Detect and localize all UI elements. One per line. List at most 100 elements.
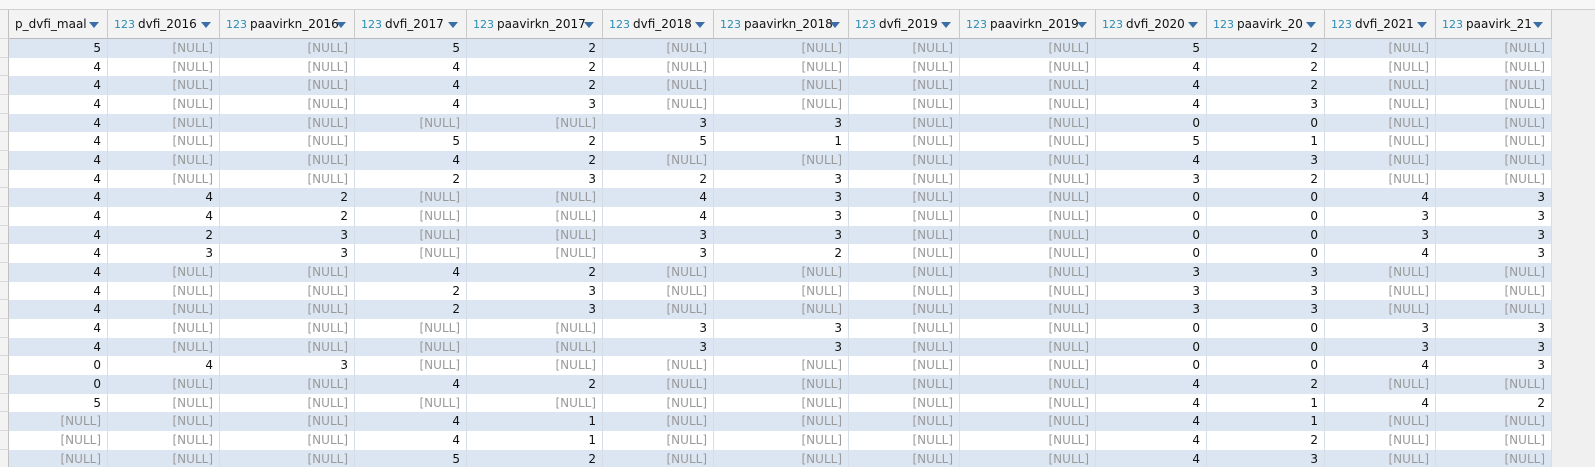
cell[interactable]: [NULL] xyxy=(1436,132,1552,151)
sort-filter-icon[interactable] xyxy=(1533,22,1543,28)
cell[interactable]: 2 xyxy=(467,375,603,394)
cell[interactable]: [NULL] xyxy=(849,76,960,95)
cell[interactable]: [NULL] xyxy=(960,207,1096,226)
cell[interactable]: 3 xyxy=(603,225,714,245)
cell[interactable]: 4 xyxy=(9,132,108,151)
cell[interactable]: 0 xyxy=(1207,319,1325,338)
cell[interactable]: [NULL] xyxy=(1436,151,1552,170)
cell[interactable]: [NULL] xyxy=(849,57,960,77)
cell[interactable]: 2 xyxy=(108,225,220,245)
cell[interactable]: [NULL] xyxy=(960,281,1096,301)
cell[interactable]: 2 xyxy=(1436,393,1552,413)
cell[interactable]: [NULL] xyxy=(1325,412,1436,432)
cell[interactable]: [NULL] xyxy=(960,263,1096,282)
cell[interactable]: [NULL] xyxy=(355,356,467,376)
cell[interactable]: 4 xyxy=(1325,393,1436,413)
cell[interactable]: 0 xyxy=(1207,188,1325,208)
cell[interactable]: 3 xyxy=(1436,356,1552,376)
cell[interactable]: 3 xyxy=(1096,169,1207,189)
cell[interactable]: 4 xyxy=(355,76,467,95)
cell[interactable]: [NULL] xyxy=(960,431,1096,450)
cell[interactable]: 3 xyxy=(1207,263,1325,282)
cell[interactable]: [NULL] xyxy=(1325,375,1436,394)
sort-filter-icon[interactable] xyxy=(584,22,594,28)
cell[interactable]: 3 xyxy=(1096,263,1207,282)
cell[interactable]: [NULL] xyxy=(960,412,1096,432)
cell[interactable]: 4 xyxy=(355,263,467,282)
cell[interactable]: 3 xyxy=(1096,300,1207,320)
column-header[interactable]: 123 dvfi_2019 xyxy=(849,10,960,39)
cell[interactable]: 3 xyxy=(1207,281,1325,301)
cell[interactable]: 0 xyxy=(1096,356,1207,376)
cell[interactable]: [NULL] xyxy=(960,76,1096,95)
cell[interactable]: [NULL] xyxy=(603,39,714,58)
cell[interactable]: [NULL] xyxy=(960,169,1096,189)
cell[interactable]: [NULL] xyxy=(220,319,355,338)
cell[interactable]: [NULL] xyxy=(1436,412,1552,432)
cell[interactable]: [NULL] xyxy=(603,263,714,282)
cell[interactable]: 2 xyxy=(714,244,849,264)
column-header[interactable]: 123 paavirk_21 xyxy=(1436,10,1552,39)
cell[interactable]: 4 xyxy=(1325,188,1436,208)
cell[interactable]: 4 xyxy=(9,263,108,282)
cell[interactable]: 4 xyxy=(9,113,108,133)
cell[interactable]: [NULL] xyxy=(220,57,355,77)
column-header[interactable]: 123 paavirkn_2016 xyxy=(220,10,355,39)
cell[interactable]: [NULL] xyxy=(108,76,220,95)
cell[interactable]: 4 xyxy=(355,412,467,432)
cell[interactable]: 3 xyxy=(467,300,603,320)
cell[interactable]: [NULL] xyxy=(1325,449,1436,467)
cell[interactable]: [NULL] xyxy=(849,244,960,264)
column-header[interactable]: p_dvfi_maal xyxy=(9,10,108,39)
cell[interactable]: [NULL] xyxy=(603,57,714,77)
cell[interactable]: 4 xyxy=(108,356,220,376)
cell[interactable]: 3 xyxy=(603,319,714,338)
cell[interactable]: 2 xyxy=(355,281,467,301)
cell[interactable]: [NULL] xyxy=(603,281,714,301)
cell[interactable]: [NULL] xyxy=(1436,431,1552,450)
column-header[interactable]: 123 dvfi_2020 xyxy=(1096,10,1207,39)
cell[interactable]: [NULL] xyxy=(849,300,960,320)
cell[interactable]: 2 xyxy=(220,207,355,226)
cell[interactable]: [NULL] xyxy=(960,57,1096,77)
cell[interactable]: [NULL] xyxy=(467,113,603,133)
cell[interactable]: 1 xyxy=(467,431,603,450)
cell[interactable]: [NULL] xyxy=(960,132,1096,151)
cell[interactable]: 4 xyxy=(9,169,108,189)
column-header[interactable]: 123 paavirk_20 xyxy=(1207,10,1325,39)
cell[interactable]: [NULL] xyxy=(220,113,355,133)
cell[interactable]: 2 xyxy=(467,39,603,58)
cell[interactable]: [NULL] xyxy=(849,151,960,170)
cell[interactable]: [NULL] xyxy=(960,39,1096,58)
cell[interactable]: 3 xyxy=(1325,319,1436,338)
cell[interactable]: [NULL] xyxy=(220,132,355,151)
sort-filter-icon[interactable] xyxy=(1417,22,1427,28)
cell[interactable]: [NULL] xyxy=(108,39,220,58)
cell[interactable]: 4 xyxy=(9,319,108,338)
cell[interactable]: 4 xyxy=(9,300,108,320)
cell[interactable]: 5 xyxy=(603,132,714,151)
cell[interactable]: [NULL] xyxy=(355,337,467,357)
cell[interactable]: [NULL] xyxy=(1325,132,1436,151)
cell[interactable]: [NULL] xyxy=(603,393,714,413)
cell[interactable]: [NULL] xyxy=(9,449,108,467)
cell[interactable]: [NULL] xyxy=(467,207,603,226)
cell[interactable]: [NULL] xyxy=(108,337,220,357)
cell[interactable]: [NULL] xyxy=(960,375,1096,394)
cell[interactable]: [NULL] xyxy=(355,113,467,133)
cell[interactable]: [NULL] xyxy=(849,263,960,282)
cell[interactable]: 3 xyxy=(220,244,355,264)
cell[interactable]: [NULL] xyxy=(1436,449,1552,467)
cell[interactable]: 4 xyxy=(603,188,714,208)
cell[interactable]: [NULL] xyxy=(467,356,603,376)
cell[interactable]: 2 xyxy=(1207,375,1325,394)
sort-filter-icon[interactable] xyxy=(448,22,458,28)
cell[interactable]: 2 xyxy=(467,449,603,467)
cell[interactable]: [NULL] xyxy=(220,337,355,357)
cell[interactable]: [NULL] xyxy=(849,412,960,432)
cell[interactable]: 4 xyxy=(9,225,108,245)
cell[interactable]: 0 xyxy=(1207,244,1325,264)
cell[interactable]: 1 xyxy=(1207,393,1325,413)
cell[interactable]: [NULL] xyxy=(1325,57,1436,77)
cell[interactable]: [NULL] xyxy=(960,319,1096,338)
